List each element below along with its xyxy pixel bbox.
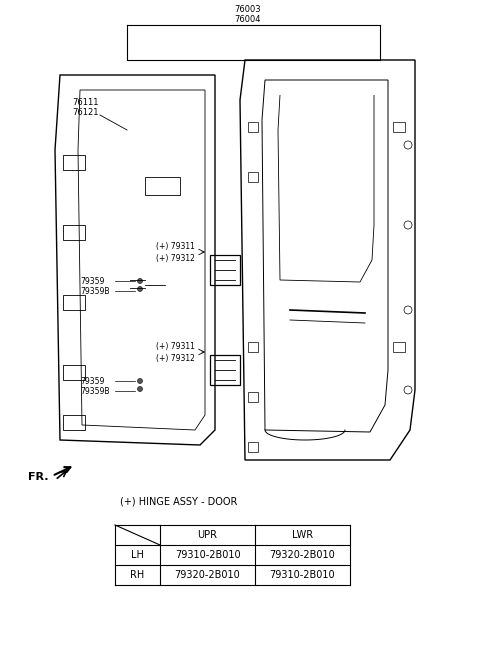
Text: LWR: LWR [292, 530, 313, 540]
Text: 79359B: 79359B [80, 288, 109, 297]
Bar [248, 442, 258, 452]
Bar [248, 342, 258, 352]
Bar [63, 415, 85, 430]
Circle shape [137, 278, 143, 284]
Text: 79359: 79359 [80, 376, 104, 386]
Bar [63, 155, 85, 170]
Text: (+) 79311: (+) 79311 [156, 243, 195, 252]
Bar [393, 342, 405, 352]
Bar [63, 365, 85, 380]
Text: UPR: UPR [197, 530, 217, 540]
Text: 76121: 76121 [72, 108, 98, 117]
Text: FR.: FR. [28, 472, 48, 482]
Text: (+) 79312: (+) 79312 [156, 254, 195, 262]
Bar [248, 122, 258, 132]
Text: 76004: 76004 [235, 15, 261, 24]
Circle shape [137, 387, 143, 391]
Text: (+) HINGE ASSY - DOOR: (+) HINGE ASSY - DOOR [120, 497, 238, 507]
Text: RH: RH [131, 570, 144, 580]
Text: 79320-2B010: 79320-2B010 [270, 550, 336, 560]
Circle shape [137, 286, 143, 291]
Bar [210, 355, 240, 385]
Text: 79320-2B010: 79320-2B010 [175, 570, 240, 580]
Text: 76003: 76003 [235, 5, 261, 14]
Text: (+) 79311: (+) 79311 [156, 343, 195, 352]
Text: 79359B: 79359B [80, 387, 109, 397]
Bar [63, 225, 85, 240]
Bar [248, 392, 258, 402]
Bar [210, 255, 240, 285]
Bar [63, 295, 85, 310]
Text: (+) 79312: (+) 79312 [156, 354, 195, 363]
Text: 79359: 79359 [80, 276, 104, 286]
Circle shape [137, 378, 143, 384]
Bar [393, 122, 405, 132]
Text: 79310-2B010: 79310-2B010 [175, 550, 240, 560]
Bar [145, 177, 180, 195]
Bar [248, 172, 258, 182]
Text: LH: LH [131, 550, 144, 560]
Text: 76111: 76111 [72, 98, 98, 107]
Text: 79310-2B010: 79310-2B010 [270, 570, 336, 580]
